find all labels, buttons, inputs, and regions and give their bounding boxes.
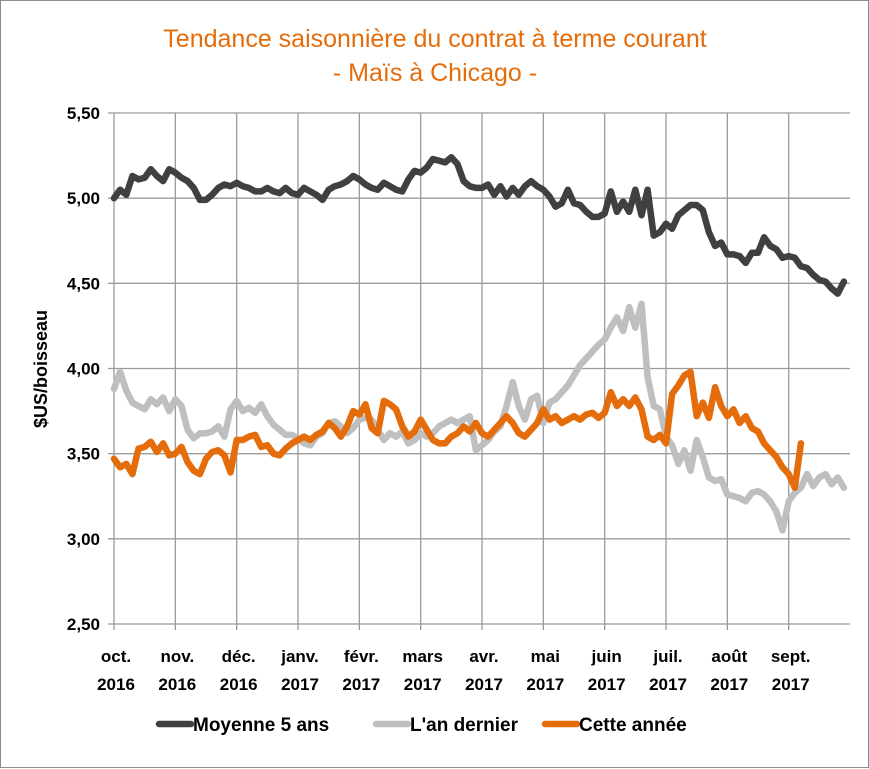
x-tick-year: 2017 xyxy=(588,675,626,694)
x-tick-month: mai xyxy=(531,647,560,666)
y-axis-title: $US/boisseau xyxy=(31,310,51,428)
y-tick-label: 4,00 xyxy=(67,360,100,379)
x-tick-month: déc. xyxy=(222,647,256,666)
x-tick-year: 2017 xyxy=(526,675,564,694)
y-tick-label: 5,00 xyxy=(67,189,100,208)
x-tick-year: 2016 xyxy=(158,675,196,694)
x-tick-month: juin xyxy=(591,647,622,666)
x-tick-year: 2017 xyxy=(404,675,442,694)
legend-label: Cette année xyxy=(579,715,687,736)
series-line-cette-annee xyxy=(110,368,805,491)
gridlines xyxy=(108,112,850,630)
legend-label: Moyenne 5 ans xyxy=(193,715,329,736)
y-tick-label: 2,50 xyxy=(67,615,100,634)
y-tick-label: 5,50 xyxy=(67,104,100,123)
x-tick-year: 2016 xyxy=(97,675,135,694)
x-tick-year: 2017 xyxy=(710,675,748,694)
x-tick-month: juil. xyxy=(652,647,682,666)
series-line-an-dernier xyxy=(110,300,848,534)
x-tick-year: 2017 xyxy=(281,675,319,694)
x-tick-year: 2016 xyxy=(220,675,258,694)
chart-subtitle: - Maïs à Chicago - xyxy=(333,59,537,87)
x-tick-month: oct. xyxy=(101,647,131,666)
x-tick-month: janv. xyxy=(280,647,318,666)
x-tick-month: avr. xyxy=(469,647,498,666)
series-lines xyxy=(110,154,848,534)
y-tick-label: 3,50 xyxy=(67,445,100,464)
legend-label: L'an dernier xyxy=(410,715,519,736)
series-line-moyenne-5-ans xyxy=(110,154,848,297)
x-tick-month: sept. xyxy=(771,647,811,666)
x-tick-month: nov. xyxy=(160,647,194,666)
y-tick-label: 3,00 xyxy=(67,530,100,549)
y-tick-label: 4,50 xyxy=(67,274,100,293)
chart-title: Tendance saisonnière du contrat à terme … xyxy=(163,25,706,53)
x-tick-month: mars xyxy=(402,647,443,666)
x-tick-month: août xyxy=(711,647,747,666)
x-tick-year: 2017 xyxy=(465,675,503,694)
x-tick-year: 2017 xyxy=(772,675,810,694)
x-axis-ticks: oct. 2016 nov. 2016 déc. 2016 janv. 2017 févr. 20… xyxy=(97,647,810,694)
x-tick-month: févr. xyxy=(344,647,379,666)
x-tick-year: 2017 xyxy=(342,675,380,694)
x-tick-year: 2017 xyxy=(649,675,687,694)
legend: Moyenne 5 ans L'an dernier Cette année xyxy=(155,715,687,736)
y-axis-ticks: 2,50 3,00 3,50 4,00 4,50 5,00 5,50 xyxy=(67,104,100,634)
